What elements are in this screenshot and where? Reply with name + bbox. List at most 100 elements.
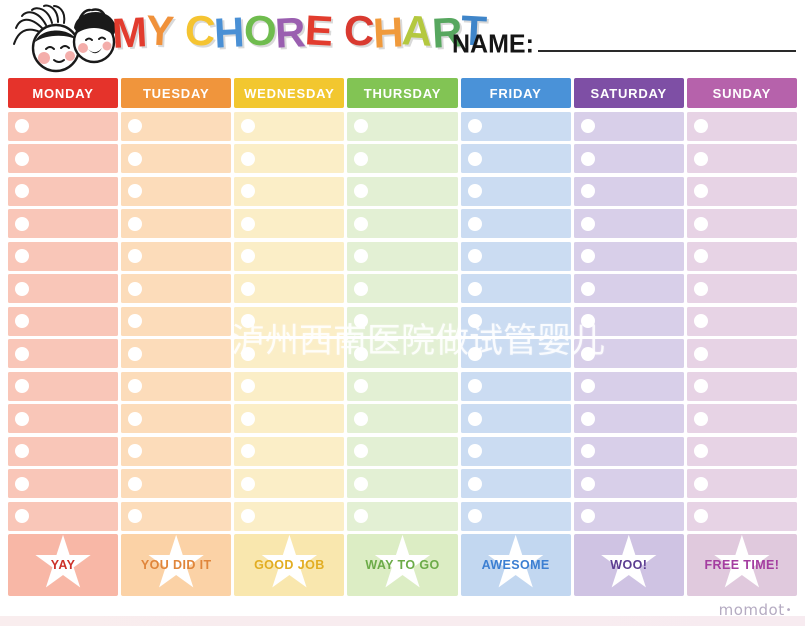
check-circle[interactable] (128, 379, 143, 393)
check-circle[interactable] (15, 216, 29, 231)
check-circle[interactable] (467, 346, 482, 361)
check-circle[interactable] (580, 184, 595, 198)
name-input-line[interactable] (537, 28, 796, 52)
check-circle[interactable] (467, 184, 482, 198)
check-circle[interactable] (693, 314, 708, 328)
check-circle[interactable] (128, 216, 143, 231)
check-circle[interactable] (580, 411, 595, 426)
check-circle[interactable] (354, 509, 369, 523)
check-circle[interactable] (580, 216, 595, 231)
check-circle[interactable] (128, 281, 143, 296)
day-header-tuesday: TUESDAY (121, 78, 232, 108)
check-circle[interactable] (15, 476, 29, 491)
check-circle[interactable] (15, 281, 29, 296)
check-circle[interactable] (128, 346, 143, 361)
check-circle[interactable] (354, 184, 369, 198)
check-circle[interactable] (580, 281, 595, 296)
check-circle[interactable] (580, 314, 595, 328)
check-circle[interactable] (693, 119, 708, 133)
check-circle[interactable] (693, 379, 708, 393)
check-circle[interactable] (693, 346, 708, 361)
check-circle[interactable] (241, 216, 256, 231)
check-circle[interactable] (128, 509, 143, 523)
check-circle[interactable] (354, 444, 369, 458)
check-circle[interactable] (15, 314, 29, 328)
check-circle[interactable] (693, 184, 708, 198)
check-circle[interactable] (128, 119, 143, 133)
check-circle[interactable] (580, 249, 595, 263)
check-circle[interactable] (580, 379, 595, 393)
check-circle[interactable] (467, 281, 482, 296)
check-circle[interactable] (580, 476, 595, 491)
check-circle[interactable] (467, 379, 482, 393)
check-circle[interactable] (467, 249, 482, 263)
check-circle[interactable] (467, 444, 482, 458)
check-circle[interactable] (15, 346, 29, 361)
check-circle[interactable] (693, 216, 708, 231)
check-circle[interactable] (467, 411, 482, 426)
check-circle[interactable] (354, 411, 369, 426)
check-circle[interactable] (354, 314, 369, 328)
check-circle[interactable] (15, 444, 29, 458)
check-circle[interactable] (15, 509, 29, 523)
check-circle[interactable] (128, 314, 143, 328)
check-circle[interactable] (580, 151, 595, 166)
check-circle[interactable] (15, 184, 29, 198)
check-circle[interactable] (241, 476, 256, 491)
check-circle[interactable] (693, 509, 708, 523)
check-circle[interactable] (241, 314, 256, 328)
day-header-thursday: THURSDAY (347, 78, 458, 108)
day-header-saturday: SATURDAY (573, 78, 684, 108)
check-circle[interactable] (15, 249, 29, 263)
check-circle[interactable] (354, 151, 369, 166)
check-circle[interactable] (15, 411, 29, 426)
check-circle[interactable] (128, 249, 143, 263)
check-circle[interactable] (241, 249, 256, 263)
check-circle[interactable] (241, 411, 256, 426)
check-circle[interactable] (241, 444, 256, 458)
check-circle[interactable] (354, 216, 369, 231)
check-circle[interactable] (15, 151, 29, 166)
check-circle[interactable] (128, 184, 143, 198)
check-circle[interactable] (467, 509, 482, 523)
check-circle[interactable] (241, 379, 256, 393)
check-circle[interactable] (128, 444, 143, 458)
check-circle[interactable] (693, 249, 708, 263)
check-circle[interactable] (241, 184, 256, 198)
check-circle[interactable] (241, 509, 256, 523)
chore-cell (686, 209, 797, 238)
check-circle[interactable] (241, 281, 256, 296)
check-circle[interactable] (467, 476, 482, 491)
check-circle[interactable] (128, 411, 143, 426)
chore-cell (573, 469, 684, 498)
check-circle[interactable] (354, 346, 369, 361)
check-circle[interactable] (128, 151, 143, 166)
title-letter: O (242, 6, 277, 55)
check-circle[interactable] (580, 346, 595, 361)
check-circle[interactable] (693, 444, 708, 458)
check-circle[interactable] (354, 379, 369, 393)
check-circle[interactable] (693, 476, 708, 491)
check-circle[interactable] (580, 119, 595, 133)
check-circle[interactable] (241, 346, 256, 361)
check-circle[interactable] (241, 151, 256, 166)
check-circle[interactable] (354, 476, 369, 491)
day-column-saturday: SATURDAY ★ WOO! (573, 78, 684, 596)
check-circle[interactable] (693, 281, 708, 296)
check-circle[interactable] (467, 119, 482, 133)
check-circle[interactable] (15, 119, 29, 133)
check-circle[interactable] (241, 119, 256, 133)
check-circle[interactable] (580, 509, 595, 523)
check-circle[interactable] (467, 314, 482, 328)
check-circle[interactable] (467, 151, 482, 166)
check-circle[interactable] (128, 476, 143, 491)
check-circle[interactable] (580, 444, 595, 458)
chore-cell (460, 274, 571, 303)
check-circle[interactable] (354, 281, 369, 296)
check-circle[interactable] (693, 151, 708, 166)
check-circle[interactable] (693, 411, 708, 426)
check-circle[interactable] (15, 379, 29, 393)
check-circle[interactable] (354, 119, 369, 133)
check-circle[interactable] (467, 216, 482, 231)
check-circle[interactable] (354, 249, 369, 263)
